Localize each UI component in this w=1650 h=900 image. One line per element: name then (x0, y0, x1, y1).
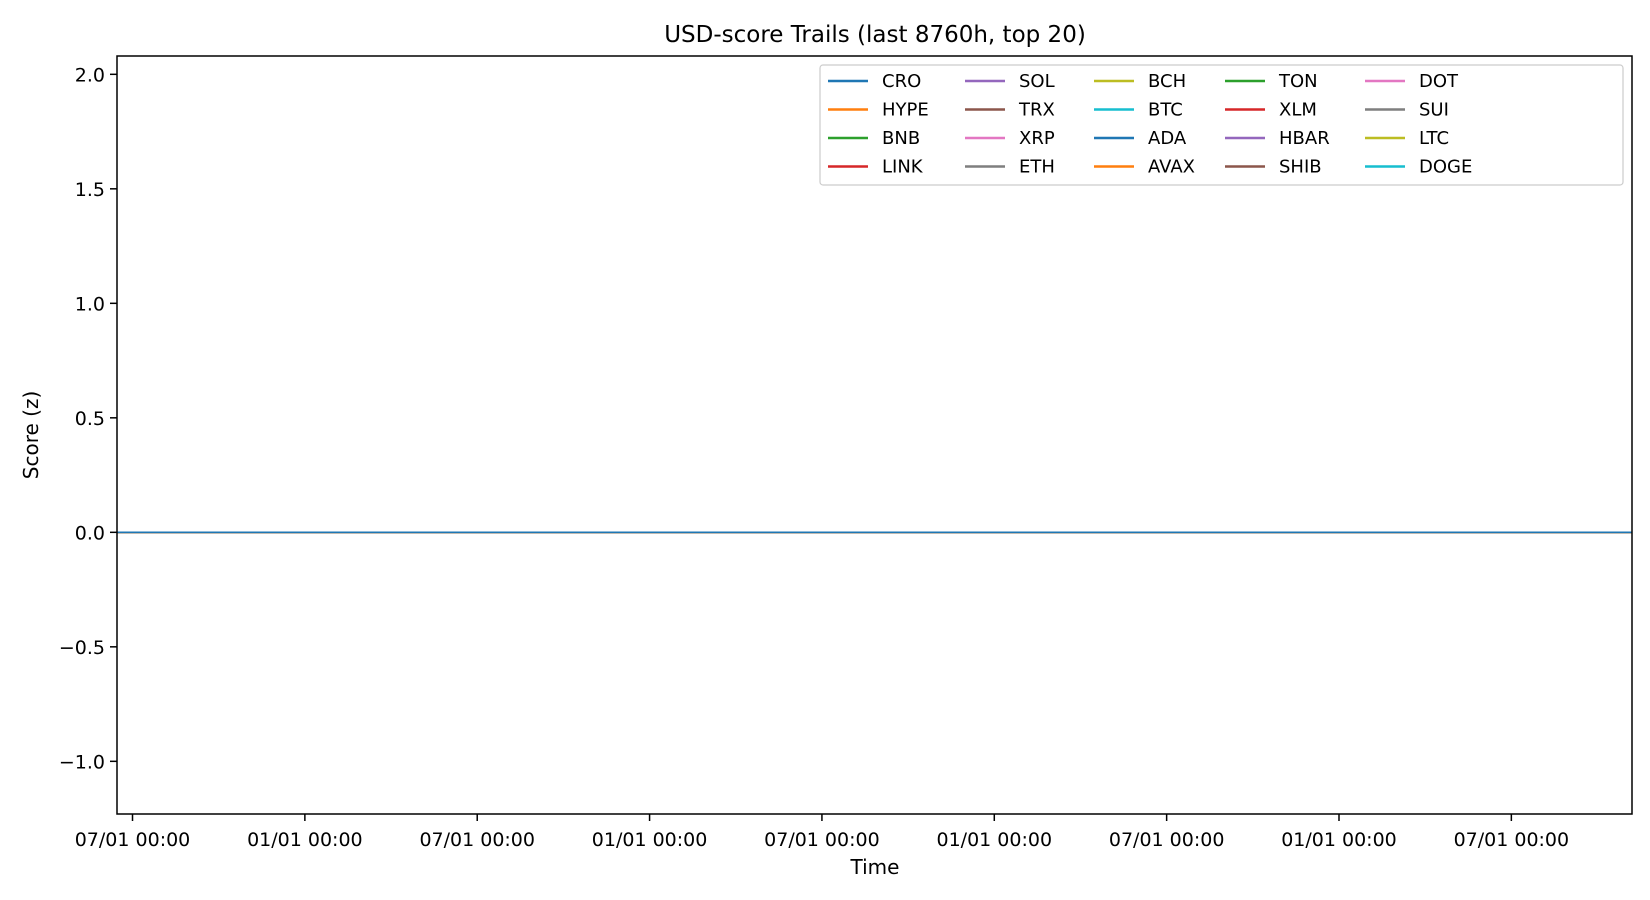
legend-item-cro: CRO (828, 71, 921, 92)
legend-label: ADA (1148, 128, 1187, 149)
y-tick-label: 1.5 (75, 179, 105, 201)
legend-label: HBAR (1279, 128, 1330, 149)
legend-item-bnb: BNB (828, 128, 920, 149)
legend-item-xrp: XRP (965, 128, 1055, 149)
legend-label: LTC (1419, 128, 1449, 149)
legend-item-sui: SUI (1365, 100, 1449, 121)
y-tick-label: 0.5 (75, 408, 105, 430)
y-tick-label: 0.0 (75, 522, 105, 544)
x-axis-label: Time (850, 855, 900, 879)
x-tick-label: 01/01 00:00 (592, 829, 708, 851)
legend-item-btc: BTC (1094, 100, 1183, 121)
legend-label: XLM (1279, 100, 1317, 121)
chart-title: USD-score Trails (last 8760h, top 20) (664, 22, 1086, 48)
legend-label: DOGE (1419, 157, 1472, 178)
legend-label: HYPE (882, 100, 929, 121)
legend-item-ltc: LTC (1365, 128, 1449, 149)
legend-item-ada: ADA (1094, 128, 1187, 149)
legend-label: SOL (1019, 71, 1055, 92)
x-tick-label: 07/01 00:00 (1454, 829, 1570, 851)
legend-item-ton: TON (1225, 71, 1318, 92)
legend-label: BCH (1148, 71, 1186, 92)
legend-item-doge: DOGE (1365, 157, 1472, 178)
x-tick-label: 01/01 00:00 (1281, 829, 1397, 851)
legend-label: DOT (1419, 71, 1459, 92)
x-tick-label: 07/01 00:00 (75, 829, 191, 851)
y-tick-label: −1.0 (59, 751, 105, 773)
legend-item-hype: HYPE (828, 100, 929, 121)
y-tick-label: 2.0 (75, 64, 105, 86)
legend-item-link: LINK (828, 157, 924, 178)
legend-label: AVAX (1148, 157, 1195, 178)
legend-label: BTC (1148, 100, 1183, 121)
legend-item-eth: ETH (965, 157, 1055, 178)
legend-label: TRX (1018, 100, 1055, 121)
legend-label: CRO (882, 71, 921, 92)
x-tick-label: 01/01 00:00 (247, 829, 363, 851)
legend-item-avax: AVAX (1094, 157, 1195, 178)
legend-item-xlm: XLM (1225, 100, 1317, 121)
legend-item-hbar: HBAR (1225, 128, 1330, 149)
legend: CRO HYPE BNB LINK SOL TRX XRP ETH BCH BTC ADA AVAX T… (819, 64, 1624, 186)
y-tick-label: 1.0 (75, 293, 105, 315)
legend-item-dot: DOT (1365, 71, 1459, 92)
y-axis: −1.0 −0.5 0.0 0.5 1.0 1.5 2.0 (59, 64, 117, 773)
x-tick-label: 01/01 00:00 (937, 829, 1053, 851)
legend-item-bch: BCH (1094, 71, 1186, 92)
x-tick-label: 07/01 00:00 (419, 829, 535, 851)
legend-label: LINK (882, 157, 924, 178)
legend-label: SHIB (1279, 157, 1322, 178)
x-axis: 07/01 00:00 01/01 00:00 07/01 00:00 01/01 0… (75, 814, 1569, 851)
legend-item-shib: SHIB (1225, 157, 1322, 178)
x-tick-label: 07/01 00:00 (764, 829, 880, 851)
legend-label: BNB (882, 128, 920, 149)
legend-box (819, 64, 1624, 186)
legend-item-sol: SOL (965, 71, 1055, 92)
y-tick-label: −0.5 (59, 637, 105, 659)
legend-label: SUI (1419, 100, 1449, 121)
plot-frame (116, 55, 1633, 815)
legend-label: ETH (1019, 157, 1055, 178)
legend-item-trx: TRX (965, 100, 1055, 121)
x-tick-label: 07/01 00:00 (1109, 829, 1225, 851)
y-axis-label: Score (z) (19, 391, 43, 479)
legend-label: XRP (1019, 128, 1055, 149)
legend-label: TON (1278, 71, 1318, 92)
